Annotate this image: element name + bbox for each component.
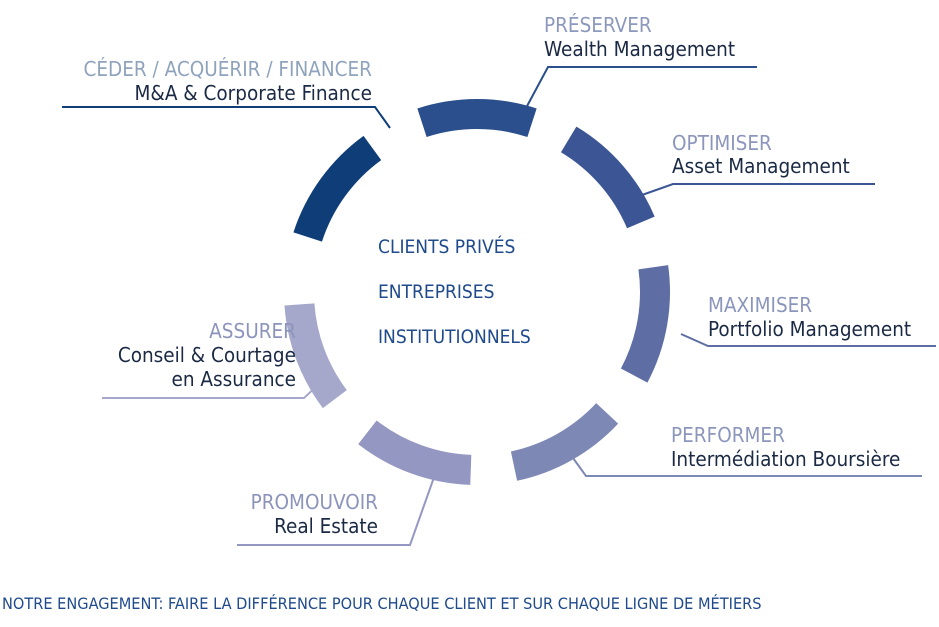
ring-segment-brokerage (510, 402, 619, 481)
ring-segment-wealth (417, 99, 537, 138)
connectors (62, 66, 936, 546)
connector-asset (641, 183, 875, 196)
verb-portfolio: MAXIMISER (708, 293, 812, 317)
verb-insurance: ASSURER (209, 319, 296, 343)
center-companies: ENTREPRISES (378, 281, 494, 303)
name-brokerage: Intermédiation Boursière (671, 447, 900, 471)
verb-realestate: PROMOUVOIR (251, 490, 379, 514)
connector-wealth (525, 66, 757, 109)
ring-segment-insurance (284, 303, 348, 409)
name-insurance-line2: en Assurance (172, 367, 296, 391)
verb-ma: CÉDER / ACQUÉRIR / FINANCER (83, 56, 372, 81)
center-institutions: INSTITUTIONNELS (378, 326, 531, 348)
verb-wealth: PRÉSERVER (544, 12, 652, 37)
connector-brokerage (572, 457, 922, 477)
name-portfolio: Portfolio Management (708, 317, 911, 341)
name-insurance-line1: Conseil & Courtage (118, 343, 296, 367)
center-private-clients: CLIENTS PRIVÉS (378, 235, 515, 258)
connector-ma (62, 106, 391, 129)
name-realestate: Real Estate (274, 514, 378, 538)
footer-commitment: NOTRE ENGAGEMENT: FAIRE LA DIFFÉRENCE PO… (2, 594, 762, 613)
client-types: CLIENTS PRIVÉS ENTREPRISES INSTITUTIONNE… (378, 235, 531, 348)
connector-realestate (237, 465, 439, 546)
ring-segment-portfolio (620, 265, 670, 383)
verb-asset: OPTIMISER (672, 131, 772, 155)
ring-segment-realestate (358, 420, 472, 485)
connector-insurance (102, 382, 321, 399)
ring (284, 99, 670, 485)
ring-segment-asset (560, 126, 655, 229)
name-asset: Asset Management (672, 154, 850, 178)
ring-segment-ma (293, 135, 382, 242)
verb-brokerage: PERFORMER (671, 423, 785, 447)
name-wealth: Wealth Management (544, 37, 735, 61)
name-ma: M&A & Corporate Finance (135, 81, 372, 105)
connector-portfolio (680, 333, 936, 347)
